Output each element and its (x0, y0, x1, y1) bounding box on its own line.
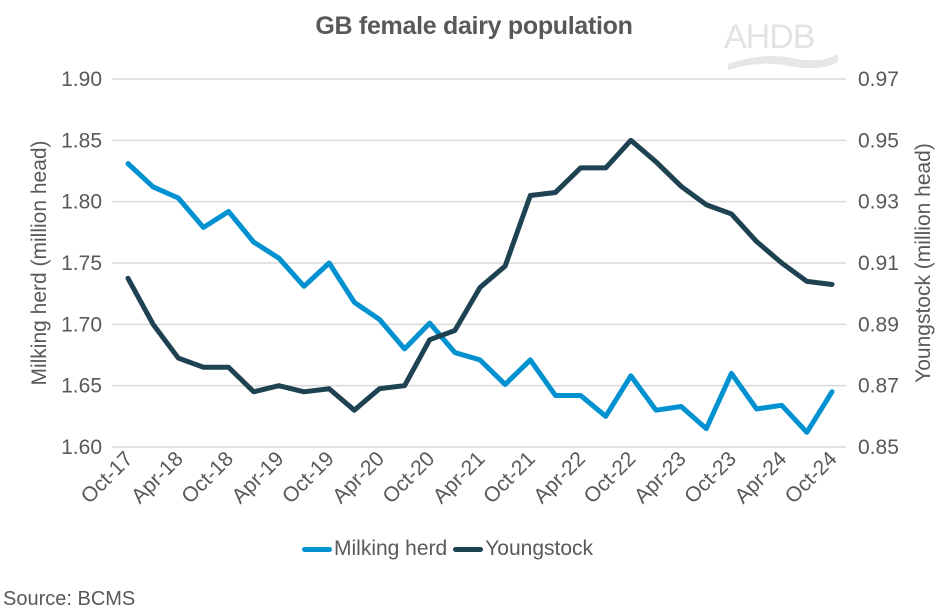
x-axis-ticks: Oct-17Apr-18Oct-18Apr-19Oct-19Apr-20Oct-… (77, 447, 842, 508)
x-tick-label: Oct-24 (781, 447, 842, 508)
line-chart: 1.601.651.701.751.801.851.90 0.850.870.8… (28, 68, 935, 508)
source-note: Source: BCMS (3, 588, 136, 610)
left-tick-label: 1.65 (61, 375, 102, 398)
ahdb-logo: AHDB (722, 18, 842, 74)
right-tick-label: 0.93 (858, 191, 899, 214)
left-tick-label: 1.60 (61, 436, 102, 459)
gridlines (112, 78, 846, 448)
logo-swoosh-icon (728, 54, 838, 70)
right-tick-label: 0.97 (858, 68, 899, 91)
x-tick-label: Apr-23 (630, 447, 691, 508)
x-tick-label: Oct-19 (278, 447, 339, 508)
right-tick-label: 0.85 (858, 436, 899, 459)
milking-herd-swatch-icon (302, 546, 332, 552)
legend-item-youngstock: Youngstock (453, 537, 593, 561)
left-tick-label: 1.75 (61, 252, 102, 275)
x-tick-label: Apr-19 (228, 447, 289, 508)
x-tick-label: Oct-21 (479, 447, 540, 508)
legend-item-milking-herd: Milking herd (302, 537, 447, 561)
right-tick-label: 0.95 (858, 129, 899, 152)
right-axis-title: Youngstock (million head) (912, 143, 935, 383)
left-tick-label: 1.80 (61, 191, 102, 214)
x-tick-label: Oct-23 (680, 447, 741, 508)
right-axis-ticks: 0.85 0.87 0.89 0.91 0.93 0.95 0.97 (858, 68, 899, 459)
right-tick-label: 0.89 (858, 313, 899, 336)
left-axis-ticks: 1.60 1.65 1.70 1.75 1.80 1.85 1.90 (61, 68, 102, 459)
ahdb-logo-text: AHDB (724, 18, 815, 56)
x-tick-label: Oct-18 (177, 447, 238, 508)
left-tick-label: 1.85 (61, 129, 102, 152)
x-tick-label: Apr-18 (127, 447, 188, 508)
youngstock-line (125, 137, 835, 413)
left-axis-title: Milking herd (million head) (28, 140, 51, 385)
x-tick-label: Apr-22 (529, 447, 590, 508)
legend-label: Youngstock (485, 537, 594, 560)
youngstock-swatch-icon (453, 546, 484, 552)
x-tick-label: Apr-24 (730, 447, 791, 508)
legend: Milking herd Youngstock (302, 537, 599, 561)
chart-title: GB female dairy population (315, 12, 633, 40)
left-tick-label: 1.90 (61, 68, 102, 91)
x-tick-label: Oct-22 (580, 447, 641, 508)
x-tick-label: Apr-21 (429, 447, 490, 508)
left-tick-label: 1.70 (61, 313, 102, 336)
legend-label: Milking herd (334, 537, 448, 560)
right-tick-label: 0.87 (858, 375, 899, 398)
x-tick-label: Apr-20 (328, 447, 389, 508)
x-tick-label: Oct-20 (378, 447, 439, 508)
milking-herd-line (125, 161, 835, 435)
right-tick-label: 0.91 (858, 252, 899, 275)
